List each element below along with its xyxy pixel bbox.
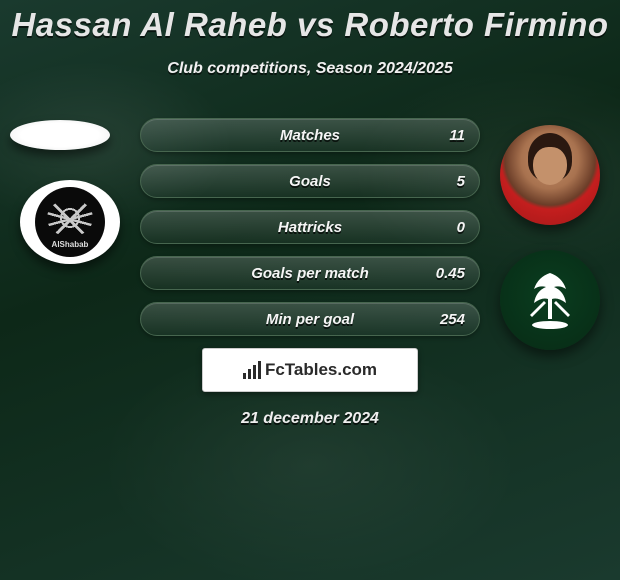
comparison-subtitle: Club competitions, Season 2024/2025 (0, 60, 620, 78)
source-label: FcTables.com (265, 360, 377, 380)
stat-row: Hattricks 0 (140, 210, 480, 244)
stats-table: Matches 11 Goals 5 Hattricks 0 Goals per… (140, 118, 480, 336)
club-right-badge (500, 250, 600, 350)
player-right-avatar (500, 125, 600, 225)
stat-label: Matches (280, 127, 340, 144)
bars-icon (243, 361, 261, 379)
palm-swords-icon (520, 265, 580, 335)
stat-value-right: 254 (440, 311, 465, 328)
stat-label: Hattricks (278, 219, 342, 236)
comparison-title: Hassan Al Raheb vs Roberto Firmino (0, 0, 620, 44)
stat-label: Min per goal (266, 311, 354, 328)
stat-value-right: 0 (457, 219, 465, 236)
stat-value-right: 11 (449, 127, 465, 144)
stat-row: Goals 5 (140, 164, 480, 198)
stat-label: Goals per match (251, 265, 369, 282)
stat-row: Min per goal 254 (140, 302, 480, 336)
stat-label: Goals (289, 173, 331, 190)
player-left-avatar (10, 120, 110, 150)
stat-row: Matches 11 (140, 118, 480, 152)
snapshot-date: 21 december 2024 (0, 410, 620, 428)
club-left-label: AlShabab (35, 240, 105, 249)
club-left-badge: AlShabab (20, 180, 120, 264)
stat-row: Goals per match 0.45 (140, 256, 480, 290)
stat-value-right: 0.45 (436, 265, 465, 282)
stat-value-right: 5 (457, 173, 465, 190)
source-badge: FcTables.com (202, 348, 418, 392)
